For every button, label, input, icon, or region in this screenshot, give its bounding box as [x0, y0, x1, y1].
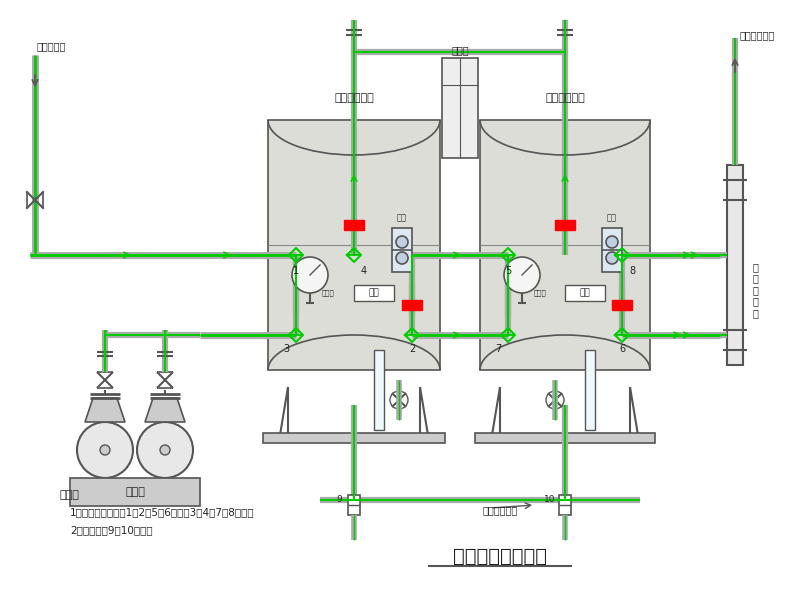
Text: 管
式
流
量
计: 管 式 流 量 计 [752, 262, 758, 318]
Polygon shape [145, 398, 185, 422]
Text: 反冲洗空气管: 反冲洗空气管 [483, 505, 518, 515]
Circle shape [100, 445, 110, 455]
Circle shape [77, 422, 133, 478]
Circle shape [606, 252, 618, 264]
Bar [555, 220, 575, 230]
Text: 排气管: 排气管 [451, 45, 469, 55]
Text: 反冲泵: 反冲泵 [125, 487, 145, 497]
Text: 5: 5 [505, 266, 511, 276]
Text: 2: 2 [409, 344, 415, 354]
Bar [480, 120, 650, 370]
Bar [727, 165, 743, 365]
Bar [344, 220, 364, 230]
Bar [348, 495, 360, 515]
Bar [585, 350, 595, 430]
Bar [612, 300, 632, 310]
Circle shape [606, 236, 618, 248]
Circle shape [160, 445, 170, 455]
Text: 7: 7 [495, 344, 501, 354]
Text: 压力表: 压力表 [534, 290, 547, 296]
Circle shape [396, 252, 408, 264]
Text: 3: 3 [283, 344, 289, 354]
Bar [70, 478, 200, 506]
Polygon shape [85, 398, 125, 422]
Text: 活性炭吸附器: 活性炭吸附器 [545, 93, 585, 103]
Bar [354, 285, 394, 301]
Circle shape [292, 257, 328, 293]
Bar [268, 120, 440, 370]
Text: 1、正常过滤：蝶阀1、2、5、6打开；3、4、7、8关闭；: 1、正常过滤：蝶阀1、2、5、6打开；3、4、7、8关闭； [70, 507, 255, 517]
Text: 6: 6 [619, 344, 625, 354]
Text: 石英砂过滤器: 石英砂过滤器 [334, 93, 374, 103]
Bar [392, 228, 412, 272]
Bar [263, 433, 445, 443]
Text: 9: 9 [336, 496, 342, 504]
Text: 铭牌: 铭牌 [579, 289, 590, 297]
Bar [402, 300, 422, 310]
Bar [602, 228, 622, 272]
Circle shape [504, 257, 540, 293]
Text: 视镜: 视镜 [397, 214, 407, 222]
Text: 2、进气阀门9、10关闭。: 2、进气阀门9、10关闭。 [70, 525, 153, 535]
Text: 4: 4 [361, 266, 367, 276]
Text: 8: 8 [629, 266, 635, 276]
Text: 过滤器过滤示意图: 过滤器过滤示意图 [453, 546, 547, 565]
Text: 压力表: 压力表 [322, 290, 334, 296]
Text: 过滤器出水口: 过滤器出水口 [740, 30, 775, 40]
Text: 铭牌: 铭牌 [368, 289, 380, 297]
Text: 1: 1 [293, 266, 299, 276]
Bar [565, 285, 605, 301]
Bar [374, 350, 384, 430]
Bar [559, 495, 571, 515]
Circle shape [137, 422, 193, 478]
Bar [475, 433, 655, 443]
Circle shape [396, 236, 408, 248]
Text: 10: 10 [544, 496, 556, 504]
Text: 视镜: 视镜 [607, 214, 617, 222]
Bar [442, 58, 478, 158]
Text: 说明：: 说明： [60, 490, 80, 500]
Text: 来自过滤泵: 来自过滤泵 [37, 41, 66, 51]
